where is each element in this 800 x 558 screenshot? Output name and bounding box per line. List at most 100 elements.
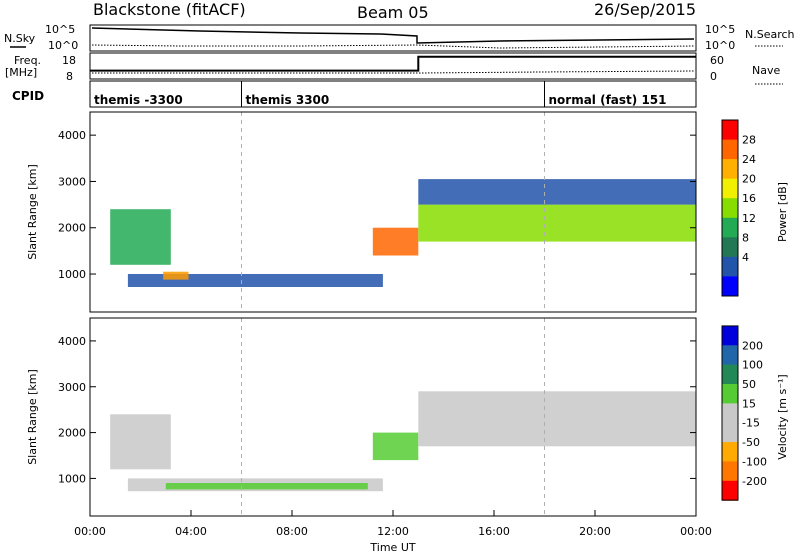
station-title: Blackstone (fitACF) [93, 0, 246, 19]
noise-tick-left-low: 10^0 [48, 39, 78, 52]
nave-trace [92, 70, 695, 74]
power-colorbar-tick: 20 [742, 173, 756, 186]
velocity-ytick-label: 1000 [58, 472, 86, 485]
beam-title: Beam 05 [357, 3, 429, 22]
power-data-band [418, 204, 697, 242]
cpid-segments: themis -3300 themis 3300 normal (fast) 151 [94, 81, 667, 107]
velocity-colorbar-swatch [722, 384, 738, 404]
velocity-colorbar-tick: -50 [742, 436, 760, 449]
time-xtick-label: 08:00 [276, 525, 308, 538]
power-ylabel: Slant Range [km] [26, 164, 39, 260]
power-data-band [110, 209, 171, 265]
nsearch-label: N.Search [745, 28, 795, 41]
nave-label: Nave [752, 64, 780, 77]
power-plot-frame [89, 111, 697, 313]
date-title: 26/Sep/2015 [594, 0, 696, 19]
frequency-trace [90, 55, 696, 72]
time-xtick-label: 00:00 [74, 525, 106, 538]
velocity-colorbar-tick: 15 [742, 397, 756, 410]
nave-tick-low: 0 [710, 70, 717, 83]
velocity-data-band [165, 483, 368, 490]
power-colorbar-tick: 12 [742, 212, 756, 225]
velocity-ytick-label: 4000 [58, 335, 86, 348]
freq-tick-high: 18 [62, 54, 76, 67]
velocity-colorbar-tick: 50 [742, 378, 756, 391]
power-colorbar-tick: 16 [742, 192, 756, 205]
time-xtick-label: 12:00 [377, 525, 409, 538]
velocity-colorbar: 200 100 50 15 -15 -50 -100 -200 [721, 325, 767, 501]
velocity-colorbar-swatch [722, 364, 738, 385]
power-ytick-label: 2000 [58, 222, 86, 235]
freq-label-line1: Freq. [14, 54, 41, 67]
velocity-colorbar-label: Velocity [m s⁻¹] [776, 374, 789, 459]
power-colorbar-swatch [722, 178, 738, 199]
velocity-colorbar-tick: -15 [742, 417, 760, 430]
power-ytick-label: 1000 [58, 268, 86, 281]
cpid-label: CPID [12, 89, 44, 103]
velocity-colorbar-tick: 100 [742, 359, 763, 372]
velocity-colorbar-swatch [722, 442, 738, 462]
velocity-colorbar-swatch [722, 345, 738, 366]
time-xtick-label: 04:00 [175, 525, 207, 538]
velocity-panel: 1000 2000 3000 4000 Slant Range [km] 200 100… [26, 317, 789, 554]
noise-panel-frame [89, 24, 697, 52]
cpid-panel-frame [89, 80, 697, 108]
power-time-gridlines [241, 112, 545, 312]
power-data-bands [110, 179, 697, 287]
power-colorbar-tick: 24 [742, 153, 756, 166]
cpid-segment-label: themis 3300 [246, 93, 330, 107]
power-ytick-label: 4000 [58, 129, 86, 142]
power-colorbar: 28 24 20 16 12 8 4 [721, 119, 756, 297]
noise-tick-right-low: 10^0 [705, 39, 735, 52]
power-colorbar-swatch [722, 276, 738, 297]
noise-panel: N.Sky 10^5 10^0 10^5 10^0 N.Search [4, 23, 795, 52]
noise-tick-right-high: 10^5 [705, 23, 735, 36]
power-data-band [127, 274, 383, 287]
velocity-ytick-label: 2000 [58, 427, 86, 440]
velocity-data-band [110, 414, 171, 470]
power-panel: 1000 2000 3000 4000 Slant Range [km] 28 24 20… [26, 111, 789, 313]
velocity-colorbar-swatch [722, 422, 738, 443]
power-colorbar-swatch [722, 139, 738, 160]
power-y-ticks: 1000 2000 3000 4000 [58, 129, 696, 281]
frequency-panel-frame [89, 52, 697, 80]
power-colorbar-swatch [722, 237, 738, 258]
velocity-colorbar-swatch [722, 325, 738, 346]
time-x-ticks: 00:00 04:00 08:00 12:00 16:00 20:00 00:00 [74, 510, 712, 538]
power-colorbar-swatch [722, 256, 738, 277]
time-axis-label: Time UT [369, 541, 415, 554]
velocity-colorbar-tick: -200 [742, 475, 767, 488]
velocity-y-ticks: 1000 2000 3000 4000 [58, 335, 696, 485]
frequency-panel: Freq. [MHz] 18 8 60 0 Nave [5, 52, 783, 85]
velocity-data-band [418, 391, 697, 447]
nsky-label: N.Sky [4, 32, 36, 45]
velocity-data-band [372, 432, 419, 461]
velocity-colorbar-swatch [722, 480, 738, 501]
power-data-band [372, 227, 419, 256]
power-colorbar-tick: 8 [742, 231, 749, 244]
velocity-ytick-label: 3000 [58, 381, 86, 394]
noise-tick-left-high: 10^5 [45, 23, 75, 36]
freq-label-line2: [MHz] [5, 66, 37, 79]
velocity-colorbar-tick: -100 [742, 455, 767, 468]
power-colorbar-swatch [722, 198, 738, 219]
power-data-band [418, 179, 697, 205]
power-colorbar-swatch [722, 159, 738, 180]
time-xtick-label: 16:00 [478, 525, 510, 538]
velocity-time-gridlines [241, 318, 545, 516]
cpid-panel: CPID themis -3300 themis 3300 normal (fast… [12, 80, 697, 108]
nsky-trace [91, 27, 695, 44]
nave-tick-high: 60 [710, 54, 724, 67]
power-colorbar-tick: 28 [742, 134, 756, 147]
power-colorbar-swatch [722, 120, 738, 141]
power-ytick-label: 3000 [58, 175, 86, 188]
freq-tick-low: 8 [66, 70, 73, 83]
power-colorbar-swatch [722, 217, 738, 238]
power-colorbar-frame [721, 119, 739, 297]
power-data-band [163, 271, 189, 280]
velocity-colorbar-tick: 200 [742, 339, 763, 352]
nsearch-trace [91, 44, 695, 49]
time-xtick-label: 20:00 [579, 525, 611, 538]
